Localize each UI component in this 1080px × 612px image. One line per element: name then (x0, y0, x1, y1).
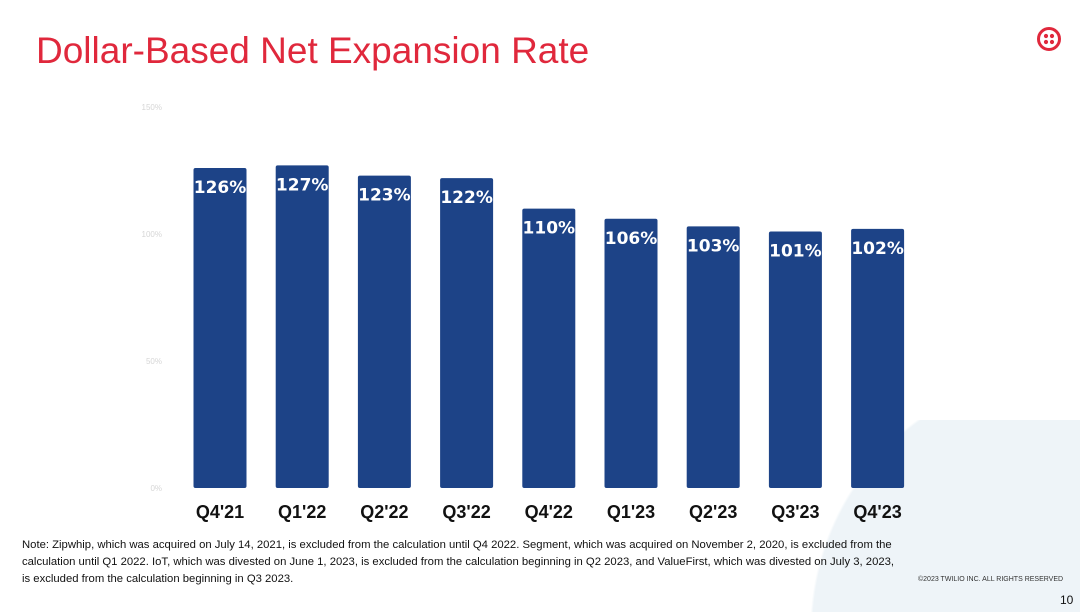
x-tick-label: Q1'22 (278, 502, 326, 522)
y-tick-label: 50% (146, 357, 162, 366)
data-label: 122% (440, 188, 493, 208)
bar (522, 208, 576, 488)
data-label: 123% (358, 186, 411, 206)
x-tick-label: Q3'22 (442, 502, 490, 522)
data-label: 106% (605, 229, 658, 249)
bar (275, 165, 329, 489)
x-tick-label: Q2'23 (689, 502, 737, 522)
x-tick-label: Q2'22 (360, 502, 408, 522)
data-label: 103% (687, 236, 740, 256)
bar-chart: 150% 100% 50% 0% 126% Q4'21 127% Q1'22 123% Q2'22… (142, 103, 905, 522)
x-tick-label: Q4'23 (853, 502, 901, 522)
copyright: ©2023 TWILIO INC. ALL RIGHTS RESERVED (918, 576, 1064, 583)
data-label: 110% (523, 219, 576, 239)
data-label: 127% (276, 175, 329, 195)
y-tick-label: 100% (142, 230, 162, 239)
page-number: 10 (1060, 593, 1074, 607)
x-tick-label: Q4'21 (196, 502, 244, 522)
bar (768, 231, 822, 488)
bar (440, 178, 494, 488)
x-tick-label: Q3'23 (771, 502, 819, 522)
bar (193, 167, 247, 488)
bar (686, 226, 740, 488)
bar (851, 228, 905, 489)
data-label: 102% (851, 239, 904, 259)
twilio-logo-icon (1037, 27, 1061, 51)
x-tick-label: Q4'22 (525, 502, 573, 522)
bar (604, 218, 658, 488)
page-title: Dollar-Based Net Expansion Rate (36, 30, 590, 71)
x-tick-label: Q1'23 (607, 502, 655, 522)
data-label: 101% (769, 241, 822, 261)
y-tick-label: 150% (142, 103, 162, 112)
bar (357, 175, 411, 488)
footnote: Note: Zipwhip, which was acquired on Jul… (22, 539, 895, 585)
data-label: 126% (194, 178, 247, 198)
y-tick-label: 0% (150, 484, 162, 493)
